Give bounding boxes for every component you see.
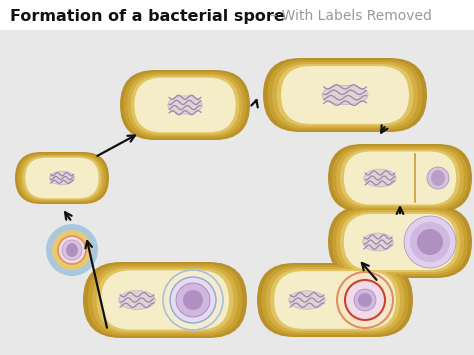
FancyBboxPatch shape	[101, 271, 229, 330]
Circle shape	[337, 272, 393, 328]
FancyBboxPatch shape	[0, 30, 474, 355]
FancyBboxPatch shape	[261, 265, 409, 335]
Circle shape	[52, 230, 92, 270]
Ellipse shape	[62, 240, 82, 260]
FancyBboxPatch shape	[0, 0, 474, 30]
Ellipse shape	[427, 167, 449, 189]
FancyBboxPatch shape	[18, 153, 107, 203]
FancyBboxPatch shape	[270, 269, 400, 331]
Ellipse shape	[322, 85, 368, 105]
Ellipse shape	[363, 233, 393, 251]
FancyBboxPatch shape	[336, 148, 464, 208]
Circle shape	[163, 270, 223, 330]
Ellipse shape	[431, 170, 445, 186]
FancyBboxPatch shape	[20, 155, 104, 201]
Ellipse shape	[50, 171, 74, 185]
FancyBboxPatch shape	[88, 264, 243, 336]
FancyBboxPatch shape	[25, 158, 99, 198]
FancyBboxPatch shape	[267, 60, 422, 130]
FancyBboxPatch shape	[276, 64, 413, 126]
Circle shape	[183, 290, 203, 310]
FancyBboxPatch shape	[328, 144, 472, 212]
Ellipse shape	[66, 243, 78, 257]
FancyBboxPatch shape	[340, 149, 460, 206]
FancyBboxPatch shape	[124, 72, 246, 138]
Circle shape	[345, 280, 385, 320]
FancyBboxPatch shape	[257, 263, 413, 337]
Circle shape	[58, 236, 86, 264]
FancyBboxPatch shape	[131, 76, 239, 134]
FancyBboxPatch shape	[340, 212, 460, 272]
FancyBboxPatch shape	[344, 214, 456, 270]
FancyBboxPatch shape	[92, 266, 238, 334]
Ellipse shape	[354, 289, 376, 311]
Circle shape	[417, 229, 443, 255]
Ellipse shape	[364, 169, 396, 187]
Ellipse shape	[119, 290, 155, 310]
FancyBboxPatch shape	[263, 58, 427, 132]
Circle shape	[170, 277, 216, 323]
FancyBboxPatch shape	[274, 271, 396, 329]
Ellipse shape	[168, 96, 202, 114]
FancyBboxPatch shape	[265, 267, 404, 333]
FancyBboxPatch shape	[97, 268, 234, 332]
FancyBboxPatch shape	[332, 208, 468, 276]
FancyBboxPatch shape	[15, 152, 109, 204]
FancyBboxPatch shape	[23, 156, 101, 200]
FancyBboxPatch shape	[272, 62, 418, 128]
FancyBboxPatch shape	[83, 262, 247, 338]
FancyBboxPatch shape	[120, 70, 250, 140]
FancyBboxPatch shape	[127, 74, 243, 136]
FancyBboxPatch shape	[281, 66, 409, 124]
FancyBboxPatch shape	[328, 206, 472, 278]
Ellipse shape	[289, 291, 325, 309]
Ellipse shape	[358, 293, 372, 307]
FancyBboxPatch shape	[134, 78, 236, 132]
Circle shape	[176, 283, 210, 317]
Text: – With Labels Removed: – With Labels Removed	[266, 9, 432, 23]
Circle shape	[410, 222, 450, 262]
FancyBboxPatch shape	[344, 152, 456, 204]
Text: Formation of a bacterial spore: Formation of a bacterial spore	[10, 9, 285, 23]
FancyBboxPatch shape	[332, 146, 468, 210]
FancyBboxPatch shape	[336, 210, 464, 274]
Circle shape	[46, 224, 98, 276]
Circle shape	[404, 216, 456, 268]
